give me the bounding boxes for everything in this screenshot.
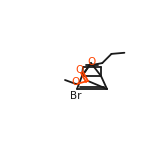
Text: O: O — [87, 57, 95, 67]
Text: Br: Br — [70, 91, 82, 101]
Text: O: O — [76, 65, 84, 75]
Text: O: O — [71, 77, 79, 87]
